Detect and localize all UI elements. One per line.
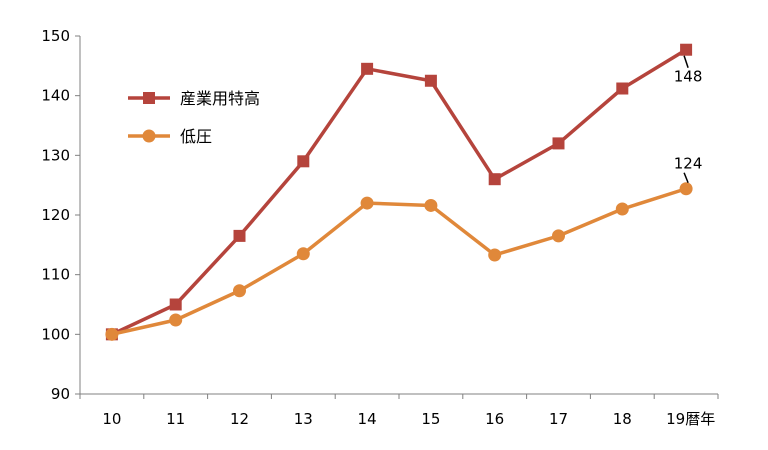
data-point (296, 247, 310, 261)
series-line (111, 48, 688, 336)
data-point (169, 298, 182, 311)
x-tick-label: 14 (358, 410, 377, 428)
y-tick-label: 120 (41, 206, 70, 224)
data-point (615, 202, 629, 216)
x-tick-label: 18 (613, 410, 632, 428)
x-axis-unit: 暦年 (685, 410, 715, 428)
data-point (105, 327, 119, 341)
legend-item-1: 産業用特高 (128, 89, 260, 108)
x-tick-label: 11 (166, 410, 185, 428)
x-tick-label: 19暦年 (666, 410, 715, 428)
data-label: 124 (674, 155, 703, 173)
data-point (233, 229, 246, 242)
annotation-leader (683, 55, 689, 68)
y-tick-label: 130 (41, 146, 70, 164)
legend-label: 低圧 (180, 127, 212, 146)
data-point (680, 43, 693, 56)
data-point (424, 74, 437, 87)
data-point (488, 173, 501, 186)
y-tick-label: 100 (41, 325, 70, 343)
y-axis-ticks: 90 100 110 120 130 140 150 (41, 27, 80, 403)
data-point (424, 198, 438, 212)
y-tick-label: 140 (41, 87, 70, 105)
series-2 (105, 182, 693, 341)
legend-marker (142, 129, 156, 143)
x-tick-label: 15 (421, 410, 440, 428)
y-tick-label: 90 (51, 385, 70, 403)
data-point (360, 196, 374, 210)
x-tick-label: 17 (549, 410, 568, 428)
data-point (616, 82, 629, 95)
data-point (679, 182, 693, 196)
data-label: 148 (674, 68, 703, 86)
x-tick-label: 12 (230, 410, 249, 428)
legend-item-2: 低圧 (128, 127, 212, 146)
data-point (488, 248, 502, 262)
data-point (169, 313, 183, 327)
legend-marker (143, 92, 155, 104)
data-point (361, 62, 374, 75)
series-line (111, 187, 687, 337)
x-axis-ticks: 10 11 12 13 14 15 16 17 18 19暦年 (79, 394, 719, 428)
data-point (233, 284, 246, 298)
data-point (552, 137, 565, 150)
series-layer (105, 43, 693, 341)
legend-label: 産業用特高 (180, 89, 260, 108)
annotations: 148 124 (674, 55, 703, 184)
y-tick-label: 150 (41, 27, 70, 45)
x-tick-label: 10 (102, 410, 121, 428)
x-tick-label: 13 (294, 410, 313, 428)
y-tick-label: 110 (41, 266, 70, 284)
x-tick-label: 16 (485, 410, 504, 428)
data-point (552, 229, 565, 243)
data-point (297, 155, 310, 168)
annotation-leader (683, 172, 689, 184)
